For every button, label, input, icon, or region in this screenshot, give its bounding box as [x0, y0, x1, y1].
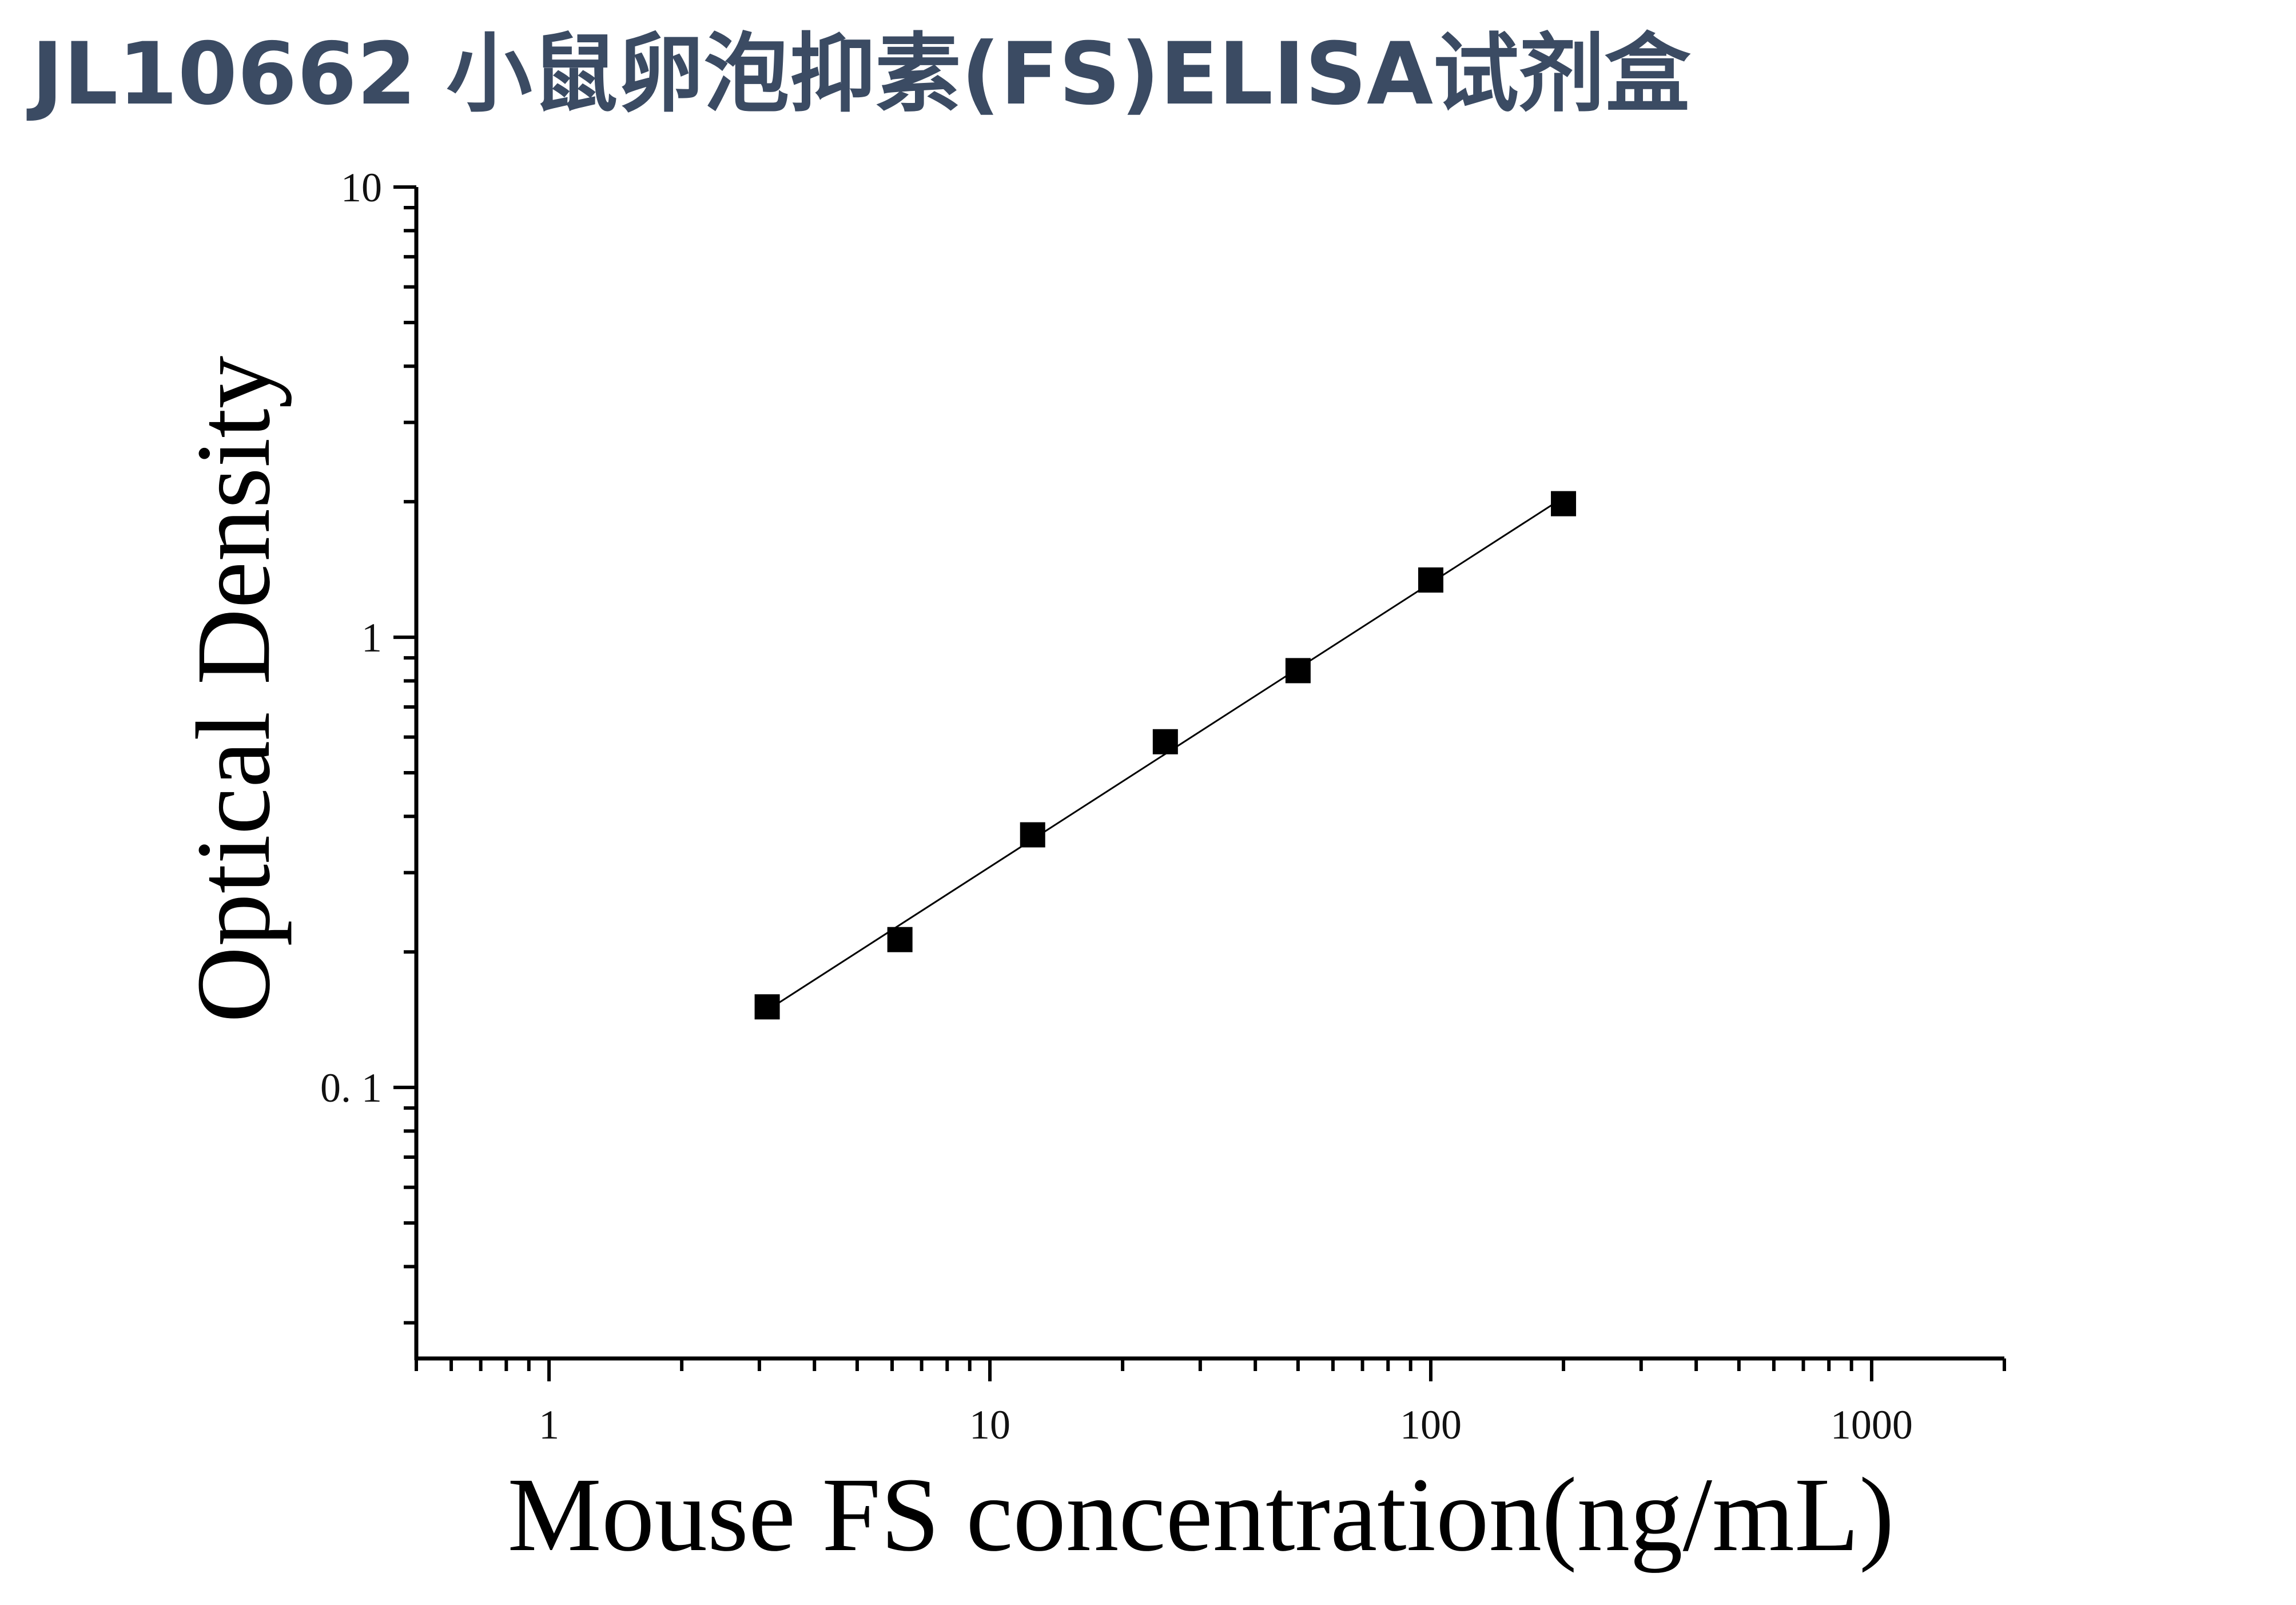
- y-tick-label: 1: [361, 615, 382, 661]
- page-title: JL10662 小鼠卵泡抑素(FS)ELISA试剂盒: [31, 25, 1691, 124]
- x-tick-label: 1000: [1831, 1402, 1913, 1448]
- data-point: [754, 994, 780, 1020]
- x-tick-label: 100: [1400, 1402, 1462, 1448]
- y-tick-label: 10: [341, 165, 382, 210]
- x-axis-ticks: [415, 1358, 2006, 1381]
- y-axis-label: Optical Density: [175, 356, 292, 1023]
- data-point: [1020, 822, 1045, 848]
- data-point: [1152, 729, 1178, 754]
- data-point: [887, 927, 913, 952]
- x-tick-label: 10: [969, 1402, 1010, 1448]
- y-axis-tick-labels: 0. 1 1 10: [320, 165, 382, 1111]
- data-points: [754, 491, 1577, 1020]
- x-tick-label: 1: [539, 1402, 559, 1448]
- chart-axes: [414, 187, 2004, 1361]
- x-axis-tick-labels: 1 10 100 1000: [539, 1402, 1913, 1448]
- data-point: [1285, 658, 1311, 684]
- x-axis-label: Mouse FS concentration(ng/mL): [507, 1456, 1894, 1574]
- data-point: [1551, 491, 1577, 517]
- data-point: [1418, 567, 1443, 593]
- y-tick-label: 0. 1: [320, 1065, 382, 1111]
- y-axis-ticks: [393, 185, 416, 1325]
